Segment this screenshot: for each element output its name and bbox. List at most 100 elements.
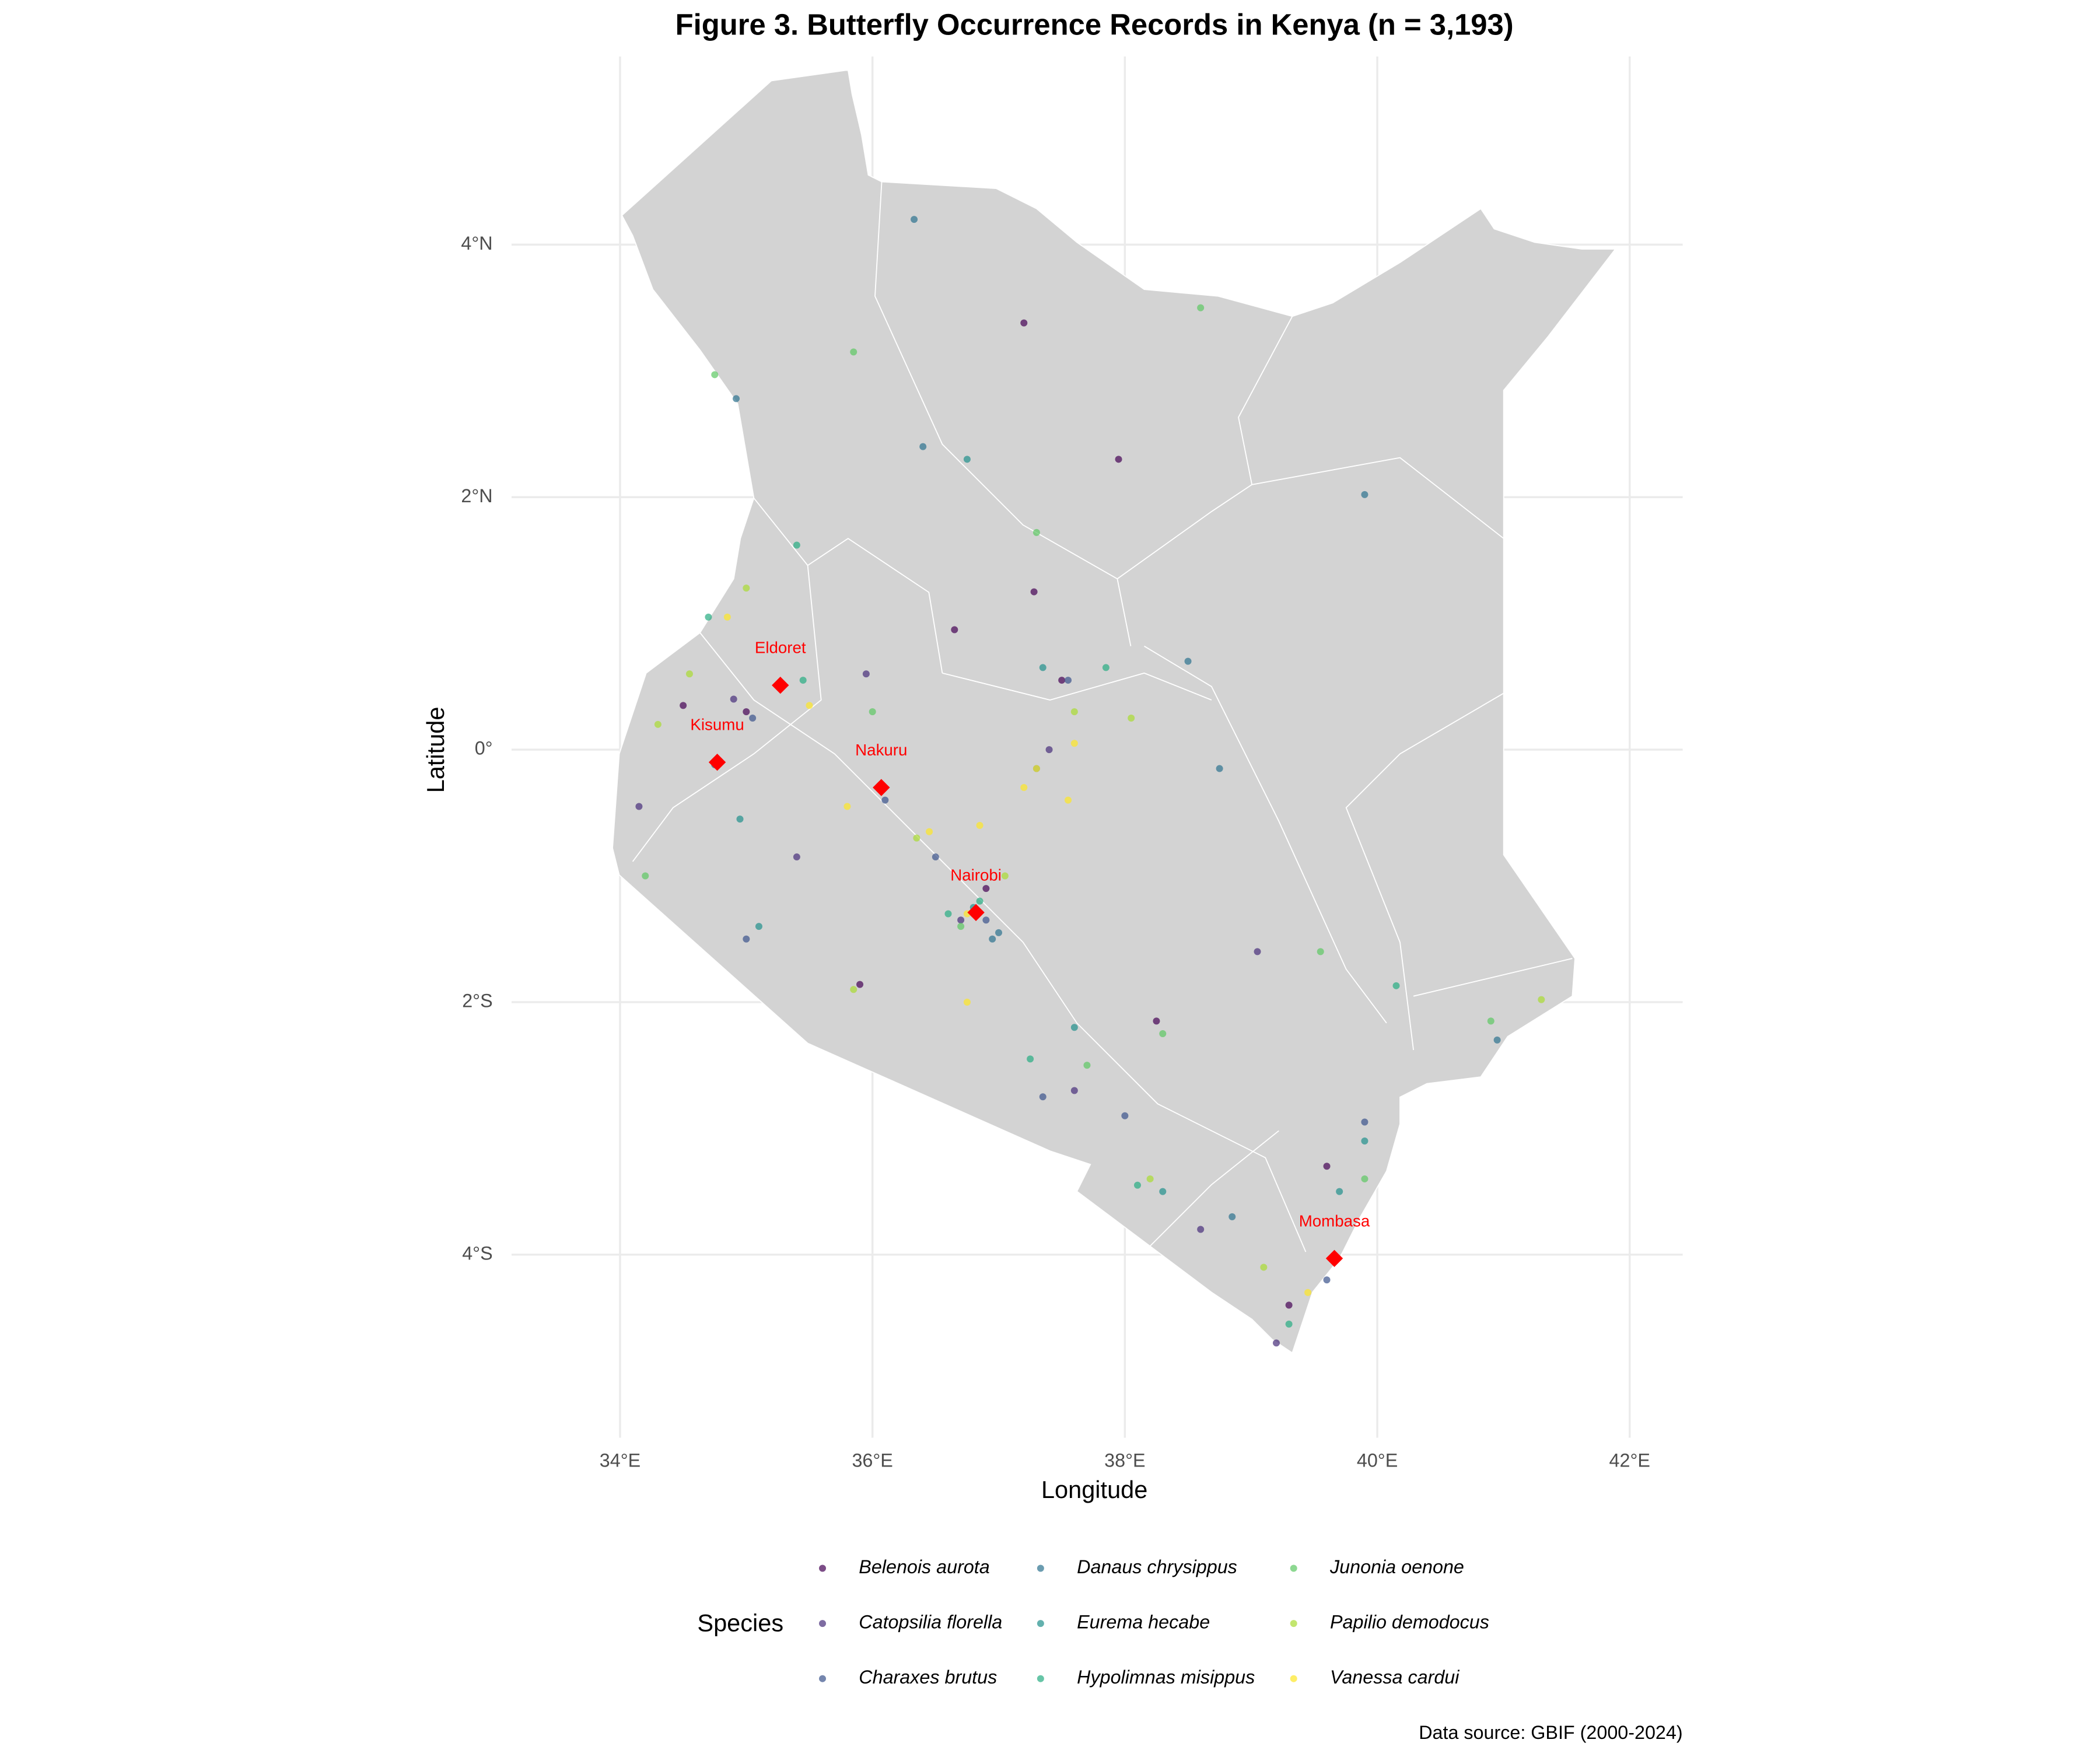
occurrence-point: [1228, 1213, 1236, 1220]
occurrence-point: [1045, 746, 1053, 754]
occurrence-point: [654, 720, 662, 728]
occurrence-point: [995, 929, 1003, 936]
occurrence-point: [1039, 664, 1046, 671]
occurrence-point: [1070, 1087, 1078, 1094]
occurrence-point: [733, 395, 740, 402]
cities: Eldoret Kisumu Nakuru Nairobi Mombasa: [690, 639, 1370, 1267]
x-axis-title: Longitude: [1041, 1476, 1147, 1503]
occurrence-point: [723, 613, 731, 621]
city-label: Nairobi: [950, 866, 1002, 884]
occurrence-point: [1361, 491, 1368, 498]
occurrence-point: [869, 708, 876, 716]
occurrence-point: [1285, 1320, 1293, 1328]
occurrence-point: [1361, 1118, 1368, 1126]
occurrence-point: [1065, 677, 1072, 684]
occurrence-point: [1336, 1188, 1343, 1195]
occurrence-point: [1070, 708, 1078, 716]
chart-title: Figure 3. Butterfly Occurrence Records i…: [676, 8, 1514, 41]
occurrence-point: [982, 916, 990, 924]
occurrence-point: [1070, 740, 1078, 747]
occurrence-point: [685, 670, 693, 678]
city-label: Nakuru: [855, 741, 907, 759]
occurrence-point: [730, 695, 737, 703]
y-axis-title: Latitude: [422, 707, 449, 793]
occurrence-point: [850, 348, 858, 356]
occurrence-point: [1317, 948, 1324, 956]
x-tick-label: 38°E: [1104, 1450, 1145, 1471]
occurrence-point: [1134, 1181, 1142, 1189]
occurrence-point: [862, 670, 870, 678]
city-label: Mombasa: [1299, 1212, 1370, 1230]
occurrence-point: [642, 872, 649, 880]
occurrence-point: [957, 916, 965, 924]
occurrence-point: [1065, 796, 1072, 804]
occurrence-point: [1254, 948, 1261, 956]
legend-swatch: [819, 1620, 827, 1628]
legend: Belenois aurota Catopsilia florella Charax…: [819, 1556, 1489, 1688]
occurrence-point: [850, 986, 858, 993]
occurrence-point: [635, 803, 643, 810]
occurrence-point: [919, 443, 927, 450]
occurrence-point: [1030, 588, 1038, 596]
points: [635, 216, 1545, 1347]
city-label: Kisumu: [690, 716, 744, 734]
x-tick-label: 42°E: [1609, 1450, 1650, 1471]
occurrence-point: [1027, 1055, 1034, 1063]
occurrence-point: [1361, 1138, 1368, 1145]
occurrence-point: [1159, 1188, 1167, 1195]
occurrence-point: [743, 708, 750, 716]
legend-title: Species: [697, 1609, 783, 1636]
legend-label: Charaxes brutus: [859, 1667, 997, 1688]
occurrence-point: [976, 821, 984, 829]
occurrence-point: [951, 626, 958, 634]
occurrence-point: [944, 910, 952, 918]
occurrence-point: [799, 677, 807, 684]
y-tick-label: 2°N: [461, 485, 492, 506]
y-tick-label: 4°S: [462, 1242, 492, 1264]
legend-swatch: [1037, 1564, 1044, 1572]
occurrence-point: [913, 834, 921, 842]
occurrence-point: [957, 923, 965, 930]
occurrence-point: [705, 613, 712, 621]
occurrence-point: [1260, 1264, 1268, 1271]
occurrence-point: [793, 853, 800, 861]
legend-label: Vanessa cardui: [1330, 1667, 1460, 1688]
y-tick-label: 2°S: [462, 990, 492, 1011]
occurrence-point: [1197, 1226, 1205, 1233]
occurrence-point: [989, 935, 996, 943]
occurrence-point: [1115, 456, 1122, 463]
legend-label: Catopsilia florella: [859, 1612, 1002, 1633]
occurrence-point: [1070, 1024, 1078, 1031]
x-tick-label: 34°E: [600, 1450, 640, 1471]
occurrence-point: [1121, 1112, 1129, 1119]
occurrence-point: [1392, 982, 1400, 989]
occurrence-point: [680, 702, 687, 709]
x-tick-label: 36°E: [852, 1450, 892, 1471]
occurrence-point: [963, 998, 971, 1006]
occurrence-point: [856, 981, 864, 988]
occurrence-point: [806, 702, 813, 709]
legend-label: Hypolimnas misippus: [1077, 1667, 1255, 1688]
occurrence-point: [1039, 1093, 1046, 1101]
legend-swatch: [1290, 1564, 1297, 1572]
city-marker: [1325, 1250, 1343, 1267]
occurrence-point: [1487, 1017, 1494, 1025]
occurrence-point: [1083, 1062, 1091, 1069]
occurrence-point: [1323, 1276, 1331, 1284]
occurrence-point: [982, 885, 990, 892]
occurrence-point: [743, 584, 750, 592]
legend-label: Danaus chrysippus: [1077, 1556, 1237, 1577]
occurrence-point: [1285, 1301, 1293, 1309]
legend-swatch: [819, 1564, 827, 1572]
occurrence-point: [711, 371, 719, 379]
occurrence-point: [793, 541, 800, 549]
occurrence-point: [1197, 304, 1205, 312]
occurrence-point: [1184, 657, 1192, 665]
occurrence-point: [736, 816, 744, 823]
legend-label: Junonia oenone: [1329, 1556, 1464, 1577]
kenya-outline: [612, 69, 1617, 1354]
occurrence-point: [755, 923, 762, 930]
occurrence-point: [1058, 677, 1066, 684]
